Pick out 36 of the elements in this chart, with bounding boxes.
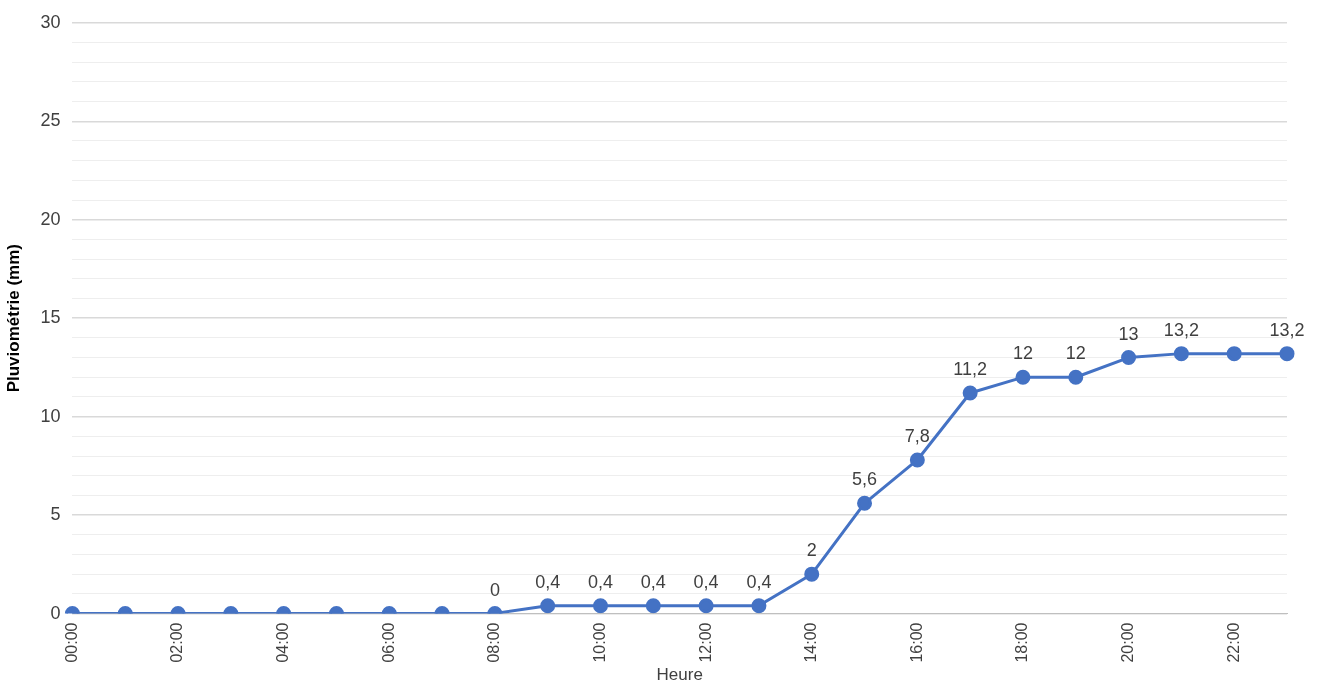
x-tick-label: 12:00 xyxy=(696,622,714,663)
data-label: 0,4 xyxy=(535,571,561,592)
x-tick-label: 02:00 xyxy=(168,622,186,663)
x-tick-label: 16:00 xyxy=(907,622,925,663)
x-tick-label: 10:00 xyxy=(590,622,608,663)
x-tick-label: 00:00 xyxy=(62,622,80,663)
data-label: 0,4 xyxy=(587,571,614,592)
data-label: 2 xyxy=(806,540,817,561)
y-axis-title: Pluviométrie (mm) xyxy=(3,244,23,393)
y-tick-label: 25 xyxy=(40,110,61,131)
x-tick-label: 14:00 xyxy=(802,622,820,663)
x-tick-label: 20:00 xyxy=(1118,622,1136,663)
y-tick-label: 30 xyxy=(40,11,61,32)
data-label: 12 xyxy=(1012,343,1033,364)
data-label: 7,8 xyxy=(904,425,930,446)
y-tick-label: 15 xyxy=(40,307,61,328)
x-tick-label: 18:00 xyxy=(1013,622,1031,663)
y-tick-label: 10 xyxy=(40,405,61,426)
data-label: 0 xyxy=(489,579,500,600)
data-label: 13 xyxy=(1118,323,1139,344)
x-tick-label: 08:00 xyxy=(485,622,503,663)
data-label: 0,4 xyxy=(693,571,719,592)
y-tick-label: 0 xyxy=(50,602,61,623)
data-label: 0,4 xyxy=(640,571,666,592)
y-tick-label: 5 xyxy=(50,504,61,525)
data-label: 13,2 xyxy=(1269,319,1305,340)
x-tick-label: 04:00 xyxy=(274,622,292,663)
data-label: 5,6 xyxy=(852,469,878,490)
data-label: 12 xyxy=(1065,343,1086,364)
x-tick-label: 06:00 xyxy=(379,622,397,663)
x-axis-title: Heure xyxy=(656,665,703,685)
x-tick-label: 22:00 xyxy=(1224,622,1242,663)
data-label: 0,4 xyxy=(746,571,772,592)
data-label: 13,2 xyxy=(1163,319,1199,340)
y-tick-label: 20 xyxy=(40,208,61,229)
data-label: 11,2 xyxy=(953,358,988,379)
